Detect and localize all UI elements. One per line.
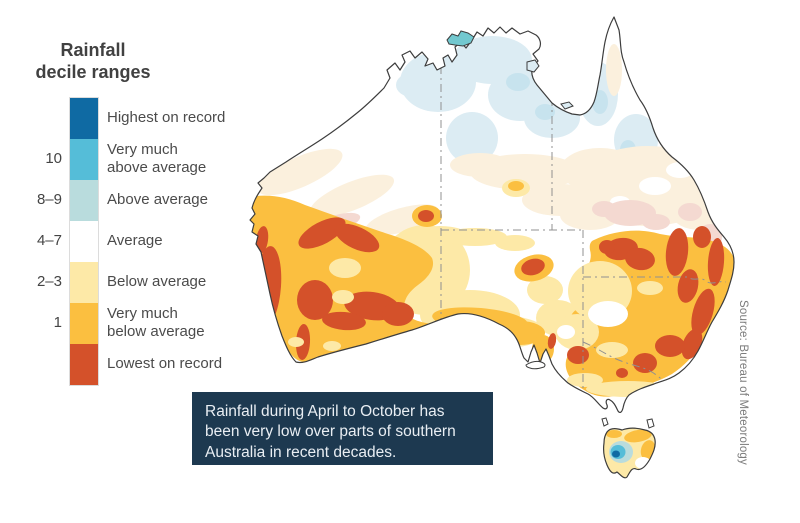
legend-label-above: Above average xyxy=(107,190,208,208)
legend-swatch-very-much-above xyxy=(70,139,98,180)
flinders-island xyxy=(646,418,655,429)
state-borders xyxy=(440,66,727,396)
legend-label-lowest: Lowest on record xyxy=(107,354,223,372)
legend-swatch-below xyxy=(70,262,98,303)
legend-swatch-very-much-below xyxy=(70,303,98,344)
legend-label-highest: Highest on record xyxy=(107,108,226,126)
king-island xyxy=(601,417,609,427)
legend-decile-10: 10 xyxy=(45,150,62,167)
caption-box: Rainfall during April to October has bee… xyxy=(192,392,493,465)
tiwi-islands xyxy=(446,30,475,47)
legend-swatch-average xyxy=(70,221,98,262)
groote-eylandt xyxy=(526,59,540,73)
legend-swatch-lowest xyxy=(70,344,98,385)
region-west-holes xyxy=(288,258,361,351)
source-attribution: Source: Bureau of Meteorology xyxy=(737,300,749,465)
legend-swatch-above xyxy=(70,180,98,221)
legend-title: Rainfall decile ranges xyxy=(35,40,151,82)
legend-label-average: Average xyxy=(107,231,163,249)
legend-label-very-much-above: Very much above average xyxy=(107,140,207,176)
legend-decile-4-7: 4–7 xyxy=(36,232,62,249)
islands xyxy=(446,30,655,429)
legend-decile-1: 1 xyxy=(53,314,62,331)
tasmania xyxy=(603,427,656,479)
legend-swatch-highest xyxy=(70,98,98,139)
caption-text: Rainfall during April to October has bee… xyxy=(205,403,456,461)
mainland-coastline xyxy=(249,16,735,414)
legend-decile-2-3: 2–3 xyxy=(36,273,62,290)
mornington-island xyxy=(560,101,574,110)
kangaroo-island xyxy=(525,360,546,370)
mainland-fills xyxy=(250,17,734,413)
legend-label-below: Below average xyxy=(107,272,207,290)
legend-decile-8-9: 8–9 xyxy=(36,191,62,208)
legend-label-very-much-below: Very much below average xyxy=(107,304,205,340)
legend-color-bar xyxy=(69,97,99,386)
